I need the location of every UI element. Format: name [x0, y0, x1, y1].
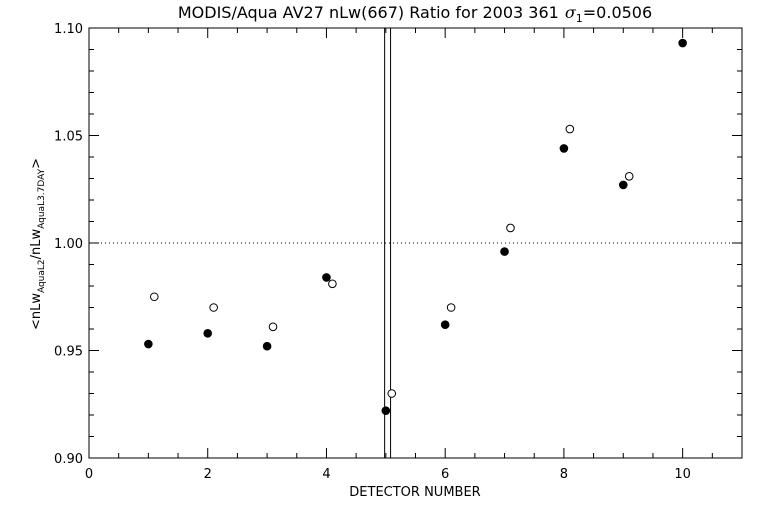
open-data-point [565, 124, 575, 134]
y-label-open: <nLw [29, 293, 44, 330]
open-data-point [328, 279, 337, 289]
open-data-point [446, 303, 456, 312]
y-axis-label: <nLwAquaL2/nLwAquaL3.7DAY> [29, 158, 47, 330]
chart-title-sigma-sub: 1 [576, 12, 583, 25]
filled-data-point [618, 180, 628, 190]
filled-data-point [262, 341, 272, 351]
chart-title-main: MODIS/Aqua AV27 nLw(667) Ratio for 2003 … [178, 3, 559, 22]
x-tick-label: 0 [85, 467, 93, 482]
filled-data-point [144, 339, 153, 349]
open-data-point [150, 292, 159, 302]
grid-layer [89, 28, 742, 458]
y-tick-label: 1.05 [54, 130, 83, 145]
x-axis-label: DETECTOR NUMBER [349, 485, 480, 500]
open-data-point [506, 223, 515, 233]
x-tick-label: 10 [674, 467, 691, 482]
y-label-mid: /nLw [29, 228, 44, 259]
filled-data-point [203, 329, 213, 338]
chart-title-sigma: σ [565, 3, 577, 22]
chart-title-sigma-value: =0.0506 [583, 3, 652, 22]
y-tick-label: 1.10 [54, 22, 83, 37]
filled-data-point [440, 320, 450, 330]
filled-data-point [678, 38, 687, 48]
open-data-point [624, 172, 634, 181]
y-label-sub1: AquaL2 [37, 259, 47, 293]
y-tick-label: 0.95 [54, 345, 83, 360]
x-tick-label: 4 [322, 467, 330, 482]
filled-data-point [381, 406, 391, 416]
y-label-close: > [29, 158, 44, 169]
filled-data-point [500, 247, 509, 256]
axes-layer: 0 2 4 6 8 10 0.90 0.95 1.00 1.05 1.10 [54, 22, 743, 482]
chart-title: MODIS/Aqua AV27 nLw(667) Ratio for 2003 … [178, 3, 652, 25]
x-tick-label: 2 [204, 467, 212, 482]
y-label-sub2: AquaL3.7DAY [37, 168, 47, 228]
open-data-point [387, 389, 397, 398]
data-marks [144, 38, 687, 416]
y-tick-label: 1.00 [54, 237, 83, 252]
x-tick-label: 6 [441, 467, 449, 482]
open-data-point [209, 303, 218, 312]
y-tick-label: 0.90 [54, 452, 83, 467]
x-tick-label: 8 [560, 467, 568, 482]
filled-data-point [322, 273, 331, 282]
filled-data-point [559, 144, 569, 153]
open-data-point [268, 322, 278, 332]
